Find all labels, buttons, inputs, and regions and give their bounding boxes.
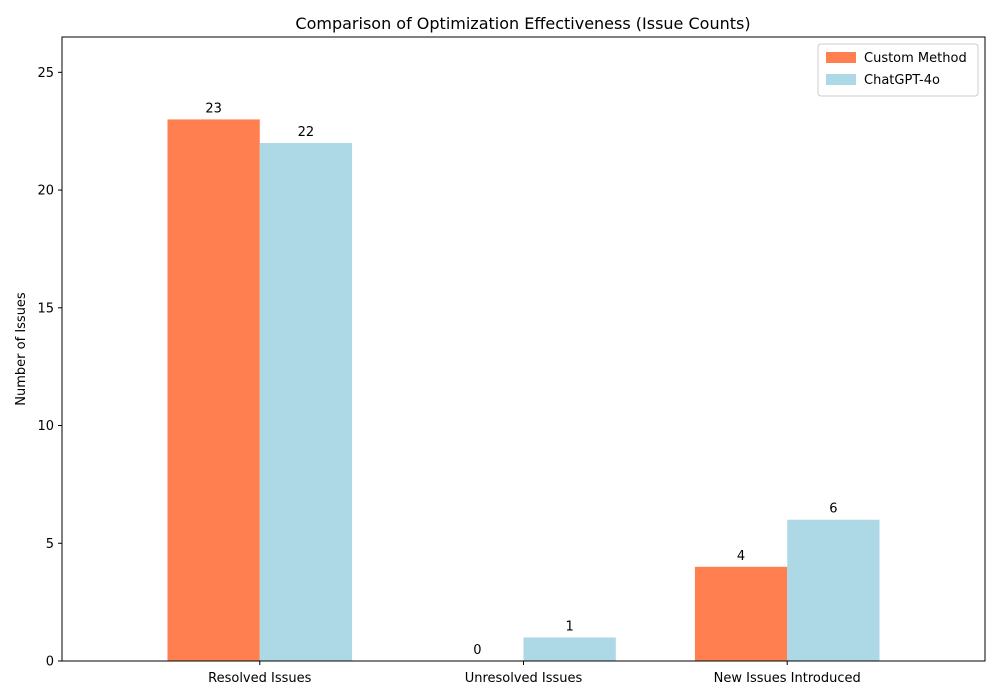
legend-label: ChatGPT-4o: [864, 73, 940, 88]
y-tick-label: 20: [37, 184, 54, 199]
data-label: 4: [737, 549, 745, 564]
x-tick-label: Resolved Issues: [208, 671, 311, 686]
data-label: 0: [473, 643, 481, 658]
x-tick-label: Unresolved Issues: [465, 671, 583, 686]
legend-label: Custom Method: [864, 51, 967, 66]
plot-area: 23 0 4 22 1 6 0 5 10 15 20 25 Resolved Issues Unresol…: [37, 36, 986, 686]
bar-resolved-issues-custom-method: [167, 119, 260, 661]
legend-swatch: [826, 52, 856, 63]
y-tick-label: 10: [37, 419, 54, 434]
data-label: 1: [566, 619, 574, 634]
y-tick-label: 5: [46, 537, 54, 552]
y-tick-label: 0: [46, 655, 54, 670]
x-tick-label: New Issues Introduced: [714, 671, 861, 686]
bar-new-issues-introduced-chatgpt-4o: [787, 519, 880, 661]
y-axis-label: Number of Issues: [14, 292, 29, 406]
data-label: 22: [298, 125, 315, 140]
chart-title: Comparison of Optimization Effectiveness…: [295, 14, 750, 33]
legend: Custom Method ChatGPT-4o: [817, 43, 979, 97]
legend-swatch: [826, 74, 856, 85]
y-tick-label: 15: [37, 301, 54, 316]
data-label: 6: [829, 502, 837, 517]
y-tick-label: 25: [37, 66, 54, 81]
bar-unresolved-issues-chatgpt-4o: [523, 637, 616, 661]
bar-new-issues-introduced-custom-method: [694, 566, 788, 661]
bar-resolved-issues-chatgpt-4o: [259, 142, 353, 661]
legend-box: [817, 43, 979, 97]
data-label: 23: [205, 101, 222, 116]
